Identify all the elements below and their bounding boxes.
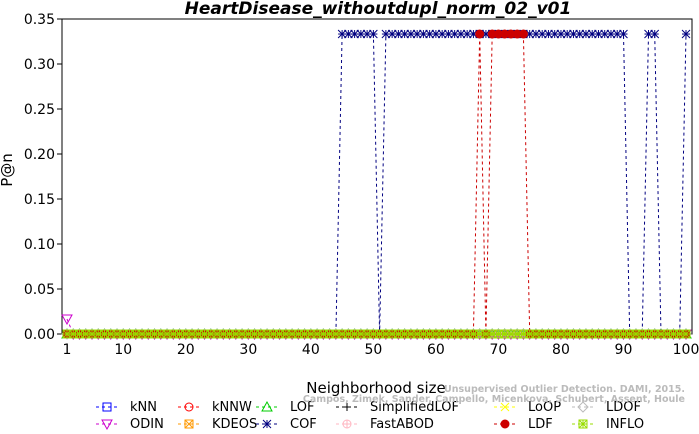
y-tick-label: 0.00	[24, 327, 55, 343]
legend-marker	[184, 419, 194, 429]
x-axis-label: Neighborhood size	[306, 379, 445, 397]
legend-label: LoOP	[528, 400, 561, 415]
plot-area: 1 10 20 30 40 50 60 70 80 90 100 0.00 0.05 0.10 0.15 0.…	[24, 12, 699, 358]
legend-label: LDF	[528, 417, 553, 432]
x-tick-label: 10	[114, 342, 132, 358]
legend-item-knnw: kNNW	[178, 400, 252, 415]
data-point-cof	[581, 29, 591, 39]
legend-marker	[500, 402, 510, 412]
data-point-cof	[650, 29, 660, 39]
legend-marker	[342, 419, 352, 429]
legend-item-knn: kNN	[96, 400, 157, 415]
data-point-cof	[562, 29, 572, 39]
y-tick-label: 0.10	[24, 237, 55, 253]
data-point-cof	[425, 29, 435, 39]
watermark: Campos, Zimek, Sander, Campello, Micenko…	[303, 394, 685, 405]
legend-label: KDEOS	[212, 417, 257, 432]
legend-marker	[577, 401, 589, 413]
legend-marker	[102, 402, 112, 412]
x-tick-label: 60	[427, 342, 445, 358]
legend-item-ldf: LDF	[494, 417, 553, 432]
y-tick-label: 0.20	[24, 147, 55, 163]
legend-item-loop: LoOP	[494, 400, 561, 415]
legend-label: LOF	[290, 400, 315, 415]
chart-title: HeartDisease_withoutdupl_norm_02_v01	[185, 0, 572, 19]
legend-item-cof: COF	[256, 417, 317, 432]
x-tick-label: 40	[302, 342, 320, 358]
legend-label: kNN	[130, 400, 157, 415]
data-point-inflo	[681, 329, 691, 339]
x-tick-label: 30	[239, 342, 257, 358]
legend-marker	[261, 400, 273, 412]
x-tick-label: 50	[364, 342, 382, 358]
legend-item-odin: ODIN	[96, 417, 164, 432]
data-point-cof	[606, 29, 616, 39]
data-point-ldf	[475, 29, 485, 39]
data-point-ldf	[518, 29, 528, 39]
data-point-cof	[587, 29, 597, 39]
legend-item-simplifiedlof: SimplifiedLOF	[336, 400, 459, 415]
data-point-cof	[681, 29, 691, 39]
legend: kNN kNNW LOF SimplifiedLOF LoOP LDOF ODIN KDEOS…	[96, 400, 644, 432]
legend-label: kNNW	[212, 400, 252, 415]
legend-label: FastABOD	[370, 417, 434, 432]
series-line-cof	[67, 33, 687, 335]
y-tick-label: 0.05	[24, 282, 55, 298]
data-point-cof	[381, 29, 391, 39]
data-point-cof	[619, 29, 628, 39]
data-point-cof	[594, 29, 603, 39]
x-tick-label: 90	[615, 342, 633, 358]
legend-label: LDOF	[606, 400, 641, 415]
data-point-cof	[406, 29, 416, 39]
legend-marker	[500, 419, 510, 429]
legend-item-ldof: LDOF	[572, 400, 641, 415]
data-point-cof	[419, 29, 428, 39]
data-point-cof	[437, 29, 447, 39]
data-point-cof	[550, 29, 560, 39]
legend-label: INFLO	[606, 417, 644, 432]
legend-label: SimplifiedLOF	[370, 400, 459, 415]
legend-label: COF	[290, 417, 317, 432]
legend-marker	[184, 402, 194, 412]
legend-marker	[101, 419, 113, 431]
legend-marker	[578, 419, 588, 429]
x-tick-label: 1	[63, 342, 72, 358]
data-point-cof	[362, 29, 372, 39]
legend-item-inflo: INFLO	[572, 417, 644, 432]
legend-marker	[343, 403, 351, 411]
data-point-cof	[369, 29, 378, 39]
data-point-cof	[612, 29, 622, 39]
x-tick-label: 20	[177, 342, 195, 358]
y-tick-label: 0.30	[24, 57, 55, 73]
plot-frame	[61, 18, 693, 335]
y-axis-label: P@n	[0, 153, 16, 187]
y-tick-label: 0.35	[24, 12, 55, 28]
data-point-cof	[400, 29, 409, 39]
x-tick-label: 80	[552, 342, 570, 358]
data-point-odin	[61, 314, 73, 325]
legend-label: ODIN	[130, 417, 164, 432]
watermark-top: Unsupervised Outlier Detection. DAMI, 20…	[444, 384, 685, 395]
legend-item-fastabod: FastABOD	[336, 417, 434, 432]
legend-item-kdeos: KDEOS	[178, 417, 257, 432]
legend-marker	[262, 419, 272, 429]
data-point-cof	[444, 29, 453, 39]
x-tick-label: 100	[673, 342, 699, 358]
legend-item-lof: LOF	[256, 400, 315, 415]
x-tick-label: 70	[490, 342, 508, 358]
y-tick-label: 0.25	[24, 102, 55, 118]
y-tick-label: 0.15	[24, 192, 55, 208]
